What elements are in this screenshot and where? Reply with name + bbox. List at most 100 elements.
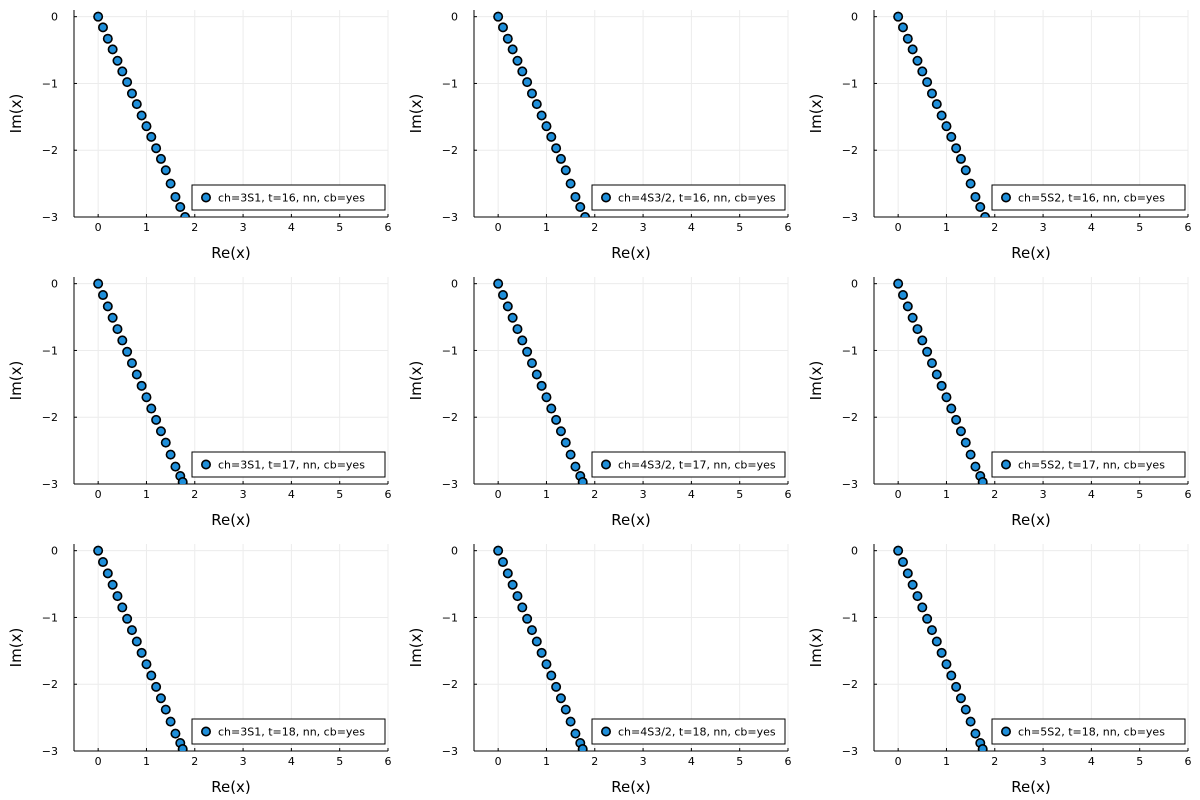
data-point (180, 212, 191, 217)
data-point (965, 449, 976, 460)
legend: ch=3S1, t=18, nn, cb=yes (191, 718, 386, 745)
legend: ch=4S3/2, t=18, nn, cb=yes (591, 718, 786, 745)
x-tick-label: 0 (895, 755, 902, 768)
x-tick-label: 0 (95, 488, 102, 501)
data-point (555, 693, 566, 704)
legend-marker (600, 726, 611, 737)
data-point (141, 392, 152, 403)
y-tick-label: −2 (42, 411, 58, 424)
x-tick-label: 3 (1040, 755, 1047, 768)
data-point (517, 66, 528, 77)
x-tick-label: 5 (336, 221, 343, 234)
legend-box (191, 451, 386, 478)
y-tick-label: −2 (442, 144, 458, 157)
data-point (126, 625, 137, 636)
data-point (517, 335, 528, 346)
legend-marker (1000, 192, 1011, 203)
x-tick-label: 4 (288, 755, 295, 768)
x-tick-label: 3 (240, 221, 247, 234)
y-axis-label: Im(x) (7, 361, 25, 401)
data-point (955, 426, 966, 437)
x-tick-label: 1 (543, 488, 550, 501)
x-tick-label: 6 (385, 221, 392, 234)
x-tick-label: 4 (688, 221, 695, 234)
x-tick-label: 6 (785, 755, 792, 768)
x-tick-label: 0 (895, 488, 902, 501)
data-point (570, 191, 581, 202)
data-point (541, 121, 552, 132)
x-tick-label: 1 (143, 488, 150, 501)
data-point (565, 178, 576, 189)
data-point (917, 602, 928, 613)
x-axis-label: Re(x) (611, 244, 651, 262)
data-point (555, 153, 566, 164)
data-point (970, 728, 981, 739)
legend-box (191, 184, 386, 211)
x-tick-label: 2 (991, 488, 998, 501)
data-point (960, 704, 971, 715)
data-point (112, 55, 123, 66)
data-point (926, 88, 937, 99)
x-axis-label: Re(x) (211, 778, 251, 796)
x-tick-label: 2 (591, 221, 598, 234)
data-point (546, 670, 557, 681)
data-point (497, 22, 508, 33)
x-tick-label: 6 (385, 755, 392, 768)
x-tick-label: 4 (1088, 221, 1095, 234)
data-point (551, 681, 562, 692)
data-point (522, 613, 533, 624)
data-point (575, 201, 586, 212)
data-point (97, 557, 108, 568)
legend: ch=3S1, t=17, nn, cb=yes (191, 451, 386, 478)
subplot-9: 0 1 2 3 4 5 6 0 −1 −2 −3 Re(x) Im(x) ch=5S2, t=18, nn… (807, 544, 1192, 796)
data-point (146, 670, 157, 681)
data-point (975, 201, 986, 212)
data-point (493, 545, 504, 556)
series-points (93, 11, 191, 217)
subplot-5: 0 1 2 3 4 5 6 0 −1 −2 −3 Re(x) Im(x) ch=4S3/2, t=17, … (407, 277, 792, 529)
data-point (526, 625, 537, 636)
data-point (170, 191, 181, 202)
legend-label: ch=4S3/2, t=18, nn, cb=yes (618, 726, 776, 739)
data-point (931, 99, 942, 110)
legend-label: ch=4S3/2, t=17, nn, cb=yes (618, 459, 776, 472)
y-tick-label: −1 (842, 77, 858, 90)
data-point (536, 110, 547, 121)
legend: ch=5S2, t=17, nn, cb=yes (991, 451, 1186, 478)
data-point (112, 591, 123, 602)
data-point (936, 647, 947, 658)
y-tick-label: −2 (42, 678, 58, 691)
data-point (160, 437, 171, 448)
data-point (146, 403, 157, 414)
data-point (951, 681, 962, 692)
data-point (507, 44, 518, 55)
data-point (577, 743, 588, 751)
data-point (912, 324, 923, 335)
legend: ch=5S2, t=16, nn, cb=yes (991, 184, 1186, 211)
data-point (526, 358, 537, 369)
x-tick-label: 3 (640, 755, 647, 768)
legend-box (591, 718, 786, 745)
data-point (565, 716, 576, 727)
data-point (965, 716, 976, 727)
data-point (155, 693, 166, 704)
y-tick-label: −1 (42, 611, 58, 624)
data-point (155, 153, 166, 164)
x-tick-label: 5 (1136, 221, 1143, 234)
x-tick-label: 1 (143, 755, 150, 768)
x-tick-label: 0 (495, 221, 502, 234)
y-axis-label: Im(x) (807, 361, 825, 401)
legend-label: ch=4S3/2, t=16, nn, cb=yes (618, 192, 776, 205)
legend-label: ch=3S1, t=17, nn, cb=yes (218, 459, 365, 472)
data-point (546, 131, 557, 142)
x-tick-label: 0 (95, 755, 102, 768)
data-point (907, 312, 918, 323)
legend-marker (201, 192, 212, 203)
data-point (117, 335, 128, 346)
y-tick-label: −3 (842, 745, 858, 758)
data-point (155, 426, 166, 437)
y-tick-label: −1 (442, 77, 458, 90)
y-tick-label: −2 (442, 678, 458, 691)
data-point (917, 335, 928, 346)
